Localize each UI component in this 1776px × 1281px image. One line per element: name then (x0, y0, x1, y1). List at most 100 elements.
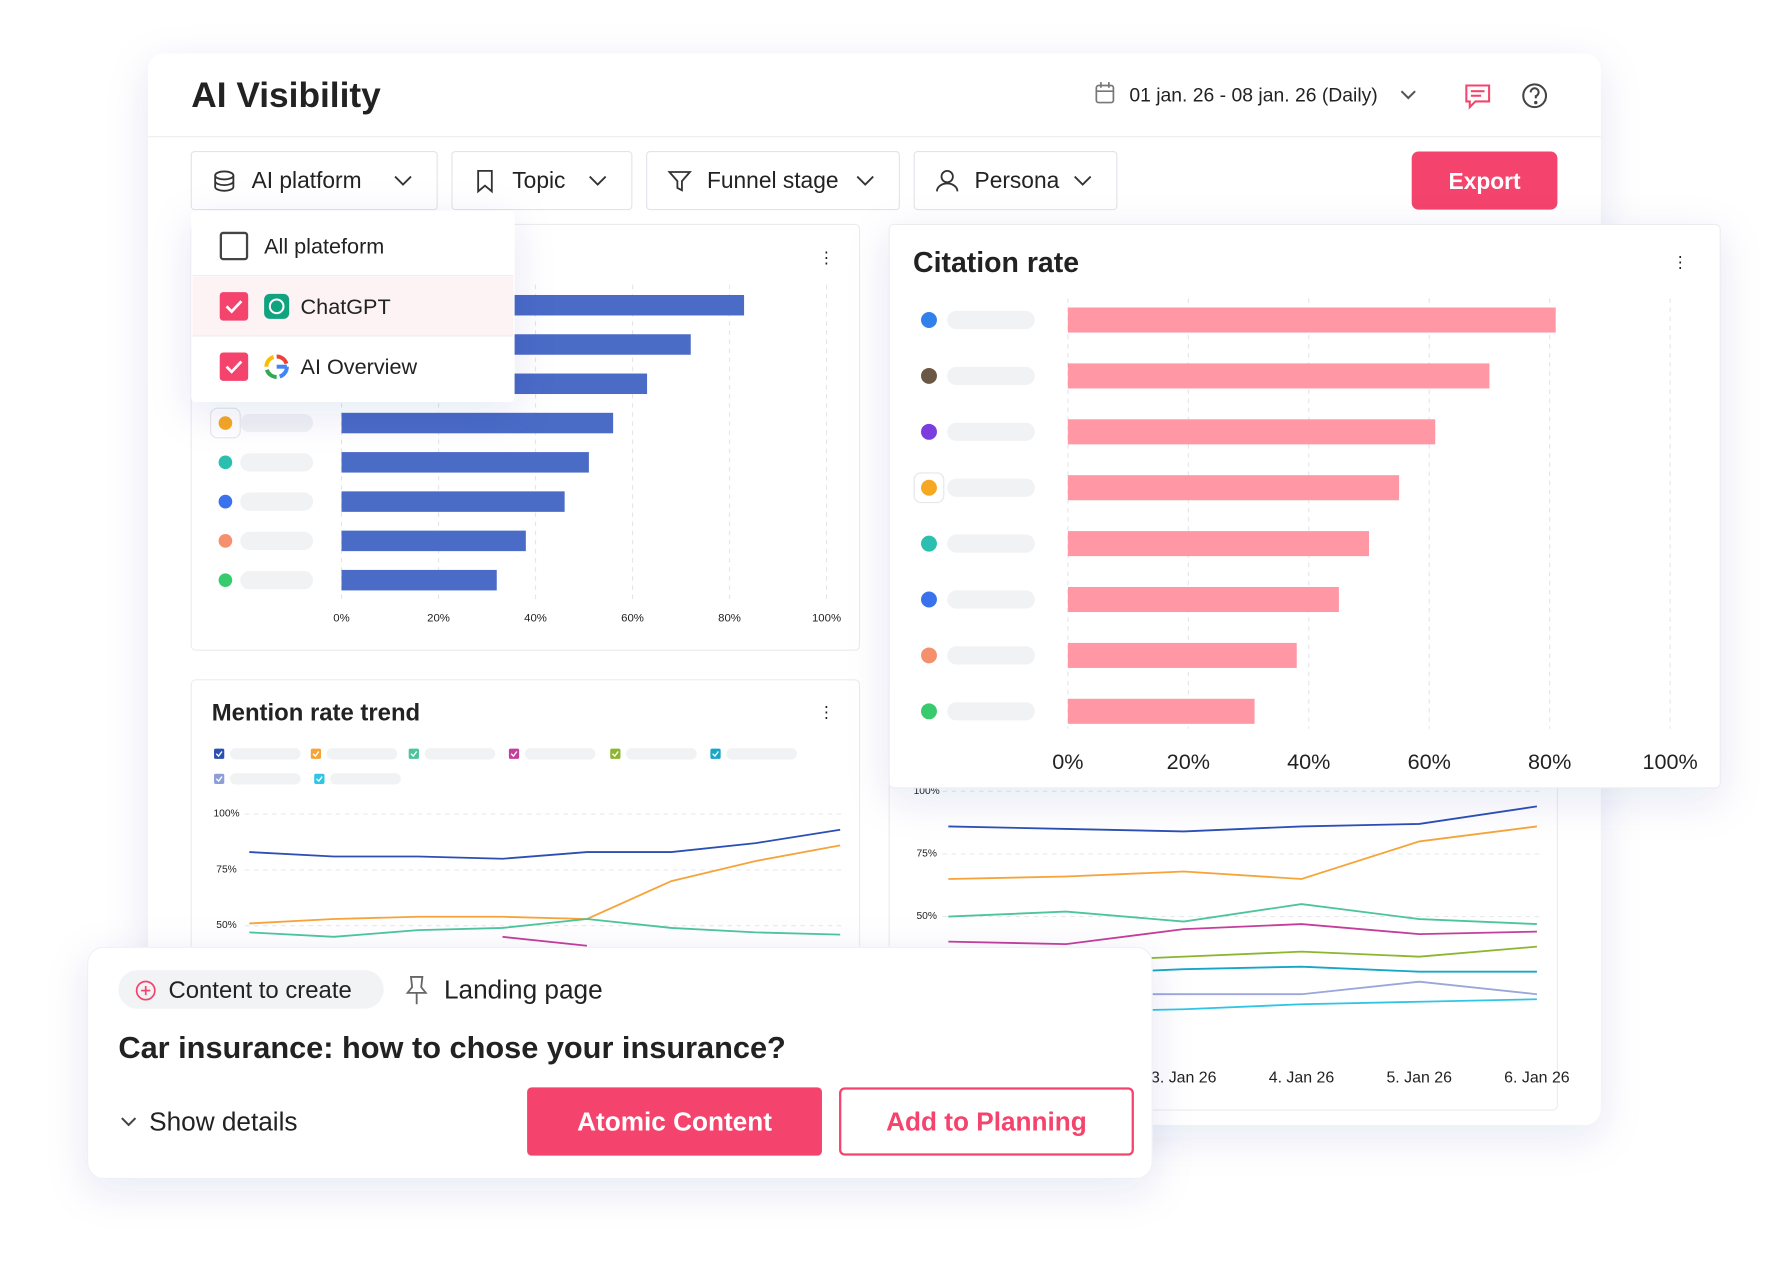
series-line (948, 805, 1538, 833)
legend-swatch (310, 748, 322, 759)
bar (1067, 475, 1400, 501)
platform-icon (921, 535, 937, 552)
citation-rate-card: Citation rate 0% 20% 40% 60% 80% 100% ⋮ (888, 223, 1721, 789)
filter-button[interactable] (190, 150, 438, 211)
series-line (948, 923, 1537, 946)
filter-icon (214, 175, 235, 192)
legend-swatch (508, 748, 520, 759)
series-line (948, 903, 1537, 926)
filter-chevron[interactable] (1074, 175, 1092, 186)
filter-chevron[interactable] (856, 175, 874, 186)
bar (1067, 642, 1297, 668)
filter-label[interactable]: AI platform (252, 167, 362, 193)
legend-swatch (408, 748, 419, 759)
platform-icon (921, 367, 937, 384)
date-range[interactable]: 01 jan. 26 - 08 jan. 26 (Daily) (1129, 85, 1377, 107)
export-button[interactable] (1411, 151, 1558, 210)
bar (1067, 419, 1436, 445)
filter-chevron[interactable] (394, 175, 412, 186)
platform-icon (921, 423, 937, 440)
checkmark[interactable] (225, 360, 243, 374)
menu-label[interactable]: AI Overview (301, 354, 418, 379)
menu-label[interactable]: ChatGPT (301, 294, 391, 319)
secondary-button[interactable] (839, 1087, 1134, 1156)
button-label[interactable]: Add to Planning (886, 1107, 1087, 1137)
label-placeholder (240, 571, 314, 590)
bar (341, 491, 565, 512)
label-placeholder (240, 453, 314, 472)
filter-label[interactable]: Topic (512, 167, 565, 193)
show-details[interactable]: Show details (149, 1107, 297, 1137)
content-card: Content to create Landing page Car insur… (87, 946, 1153, 1179)
bar (1067, 307, 1556, 333)
platform-icon (218, 455, 233, 470)
x-tick-label: 40% (1287, 749, 1330, 774)
legend-check (410, 751, 418, 758)
legend-swatch (214, 773, 225, 784)
chatgpt-icon (264, 293, 290, 319)
checkmark[interactable] (225, 300, 243, 314)
page-title: AI Visibility (191, 76, 381, 115)
series-line (948, 825, 1538, 880)
filter-chevron[interactable] (589, 175, 607, 186)
x-tick-label: 60% (1408, 749, 1451, 774)
label-placeholder (240, 531, 314, 550)
primary-button[interactable] (527, 1087, 822, 1156)
date-chevron[interactable] (1400, 90, 1416, 100)
platform-icon (218, 534, 233, 548)
filter-label[interactable]: Persona (975, 167, 1060, 193)
checkbox[interactable] (219, 292, 249, 321)
filter-icon (936, 182, 959, 192)
checkbox[interactable] (219, 352, 249, 381)
x-tick-label: 20% (427, 612, 450, 624)
legend-swatch (214, 748, 225, 759)
filter-icon (477, 169, 493, 194)
label-placeholder (240, 492, 314, 511)
series-line (502, 935, 588, 947)
button-label[interactable]: Atomic Content (577, 1107, 772, 1137)
filter-button[interactable] (913, 150, 1118, 211)
legend-swatch (610, 748, 621, 759)
export-label[interactable]: Export (1449, 168, 1521, 194)
filter-button[interactable] (451, 150, 633, 211)
pin-icon (405, 976, 428, 1005)
toggle-chevron[interactable] (121, 1117, 137, 1127)
x-tick-label: 80% (1528, 749, 1571, 774)
filter-icon (667, 171, 692, 192)
legend-check (215, 776, 223, 783)
y-tick-label: 100% (213, 809, 239, 820)
kebab-menu[interactable]: ⋮ (819, 704, 835, 721)
y-tick-label: 50% (216, 920, 236, 931)
mention-trend-card: Mention rate trend 50% 75% 100% ⋮ (190, 679, 861, 1022)
filter-label[interactable]: Funnel stage (707, 167, 839, 193)
label-placeholder (947, 478, 1035, 497)
filter-button[interactable] (646, 150, 900, 211)
x-tick-label: 5. Jan 26 (1386, 1070, 1452, 1087)
menu-label[interactable]: All plateform (264, 234, 384, 259)
legend-check (510, 751, 518, 758)
legend-placeholder (229, 748, 301, 760)
checkbox[interactable] (219, 231, 249, 261)
x-tick-label: 20% (1167, 749, 1210, 774)
series-line (249, 918, 841, 938)
kebab-menu[interactable]: ⋮ (819, 250, 835, 267)
x-tick-label: 40% (524, 612, 547, 624)
legend-placeholder (229, 773, 301, 785)
legend-placeholder (330, 773, 401, 785)
comment-icon[interactable] (1465, 84, 1491, 110)
card-title: Citation rate (913, 247, 1079, 279)
legend-placeholder (424, 748, 496, 760)
bar (1067, 531, 1369, 557)
label-placeholder (947, 422, 1035, 441)
series-line (249, 844, 841, 925)
x-tick-label: 6. Jan 26 (1504, 1070, 1570, 1087)
filter-icon (940, 169, 954, 184)
x-tick-label: 100% (1642, 749, 1697, 774)
help-icon[interactable] (1522, 83, 1548, 109)
kebab-menu[interactable]: ⋮ (1672, 255, 1688, 272)
bar (341, 530, 526, 552)
label-placeholder (947, 534, 1035, 553)
platform-icon (921, 479, 937, 496)
bar (341, 412, 614, 434)
